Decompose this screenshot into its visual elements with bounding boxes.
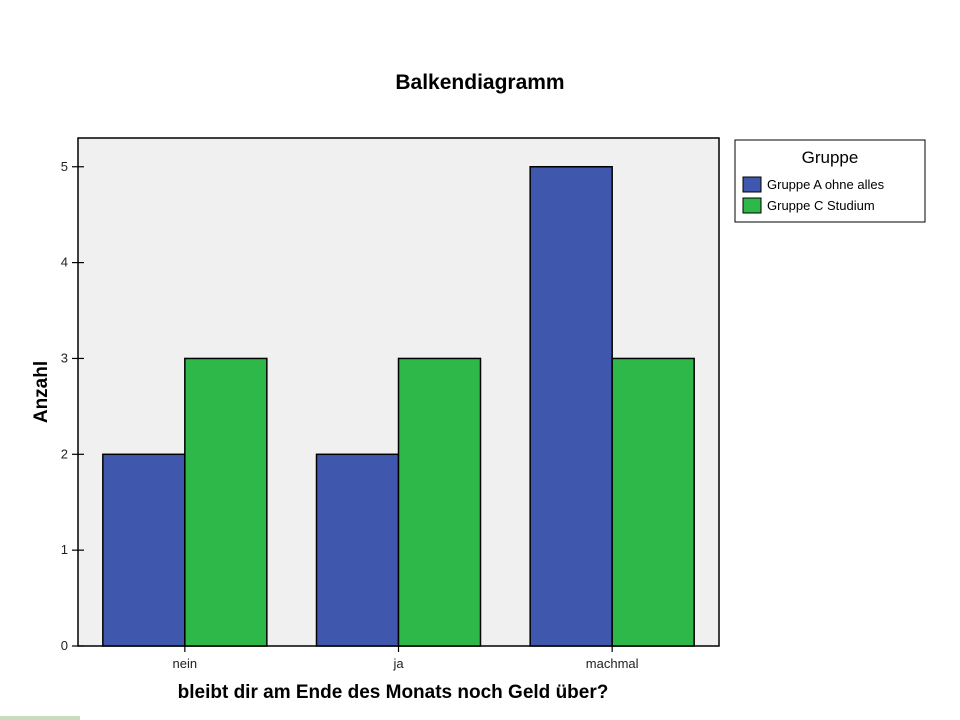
legend-title: Gruppe bbox=[802, 148, 859, 167]
bar-gruppe-c-nein bbox=[184, 357, 268, 647]
bar-gruppe-a-machmal bbox=[529, 166, 613, 647]
legend-label: Gruppe C Studium bbox=[767, 198, 875, 213]
bar-gruppe-c-ja bbox=[397, 357, 482, 647]
y-axis: 0 1 2 3 4 5 bbox=[61, 159, 84, 653]
chart-title: Balkendiagramm bbox=[395, 71, 564, 94]
x-tick-label: nein bbox=[173, 656, 198, 671]
y-axis-title: Anzahl bbox=[31, 361, 52, 423]
y-tick-label: 1 bbox=[61, 542, 68, 557]
y-tick-label: 0 bbox=[61, 638, 68, 653]
legend: Gruppe Gruppe A ohne alles Gruppe C Studi… bbox=[734, 139, 926, 223]
bars bbox=[102, 166, 695, 647]
x-tick-label: ja bbox=[392, 656, 404, 671]
x-axis-title: bleibt dir am Ende des Monats noch Geld … bbox=[178, 682, 609, 703]
y-tick-label: 4 bbox=[61, 255, 68, 270]
y-tick-label: 5 bbox=[61, 159, 68, 174]
bar-gruppe-a-ja bbox=[315, 453, 400, 647]
y-tick-label: 2 bbox=[61, 446, 68, 461]
corner-mark bbox=[0, 716, 80, 720]
legend-swatch bbox=[742, 176, 762, 193]
bar-gruppe-a-nein bbox=[102, 453, 186, 647]
bar-gruppe-c-machmal bbox=[611, 357, 695, 647]
x-tick-label: machmal bbox=[586, 656, 639, 671]
legend-label: Gruppe A ohne alles bbox=[767, 177, 885, 192]
y-tick-label: 3 bbox=[61, 350, 68, 365]
legend-swatch bbox=[742, 197, 762, 214]
legend-box bbox=[734, 139, 926, 223]
